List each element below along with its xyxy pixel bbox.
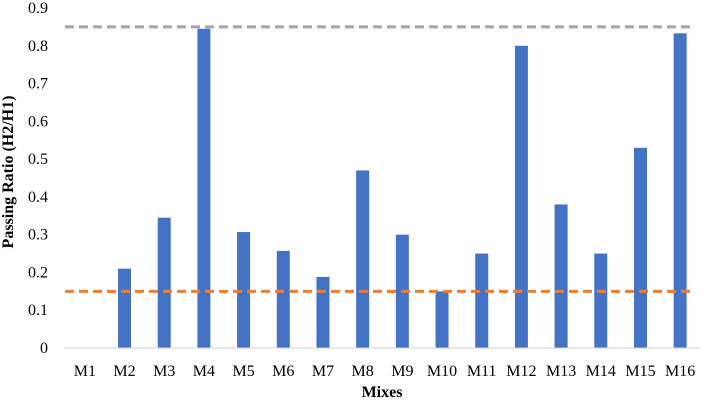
x-tick-label: M13 bbox=[546, 363, 576, 380]
y-axis-title: Passing Ratio (H2/H1) bbox=[0, 96, 17, 249]
bar-m7 bbox=[316, 276, 330, 348]
y-tick-label: 0.1 bbox=[28, 302, 48, 319]
x-tick-label: M11 bbox=[467, 363, 497, 380]
bar-m3 bbox=[157, 217, 171, 348]
bar-m10 bbox=[435, 291, 449, 348]
x-tick-label: M14 bbox=[586, 363, 616, 380]
y-tick-label: 0.5 bbox=[28, 151, 48, 168]
y-tick-label: 0 bbox=[40, 340, 48, 357]
y-tick-label: 0.7 bbox=[28, 76, 48, 93]
y-tick-label: 0.4 bbox=[28, 189, 48, 206]
bar-m5 bbox=[237, 232, 251, 348]
x-tick-label: M6 bbox=[272, 363, 294, 380]
bar-m15 bbox=[633, 147, 647, 348]
bar-m14 bbox=[594, 253, 608, 348]
x-tick-label: M5 bbox=[232, 363, 254, 380]
plot-area bbox=[65, 25, 700, 349]
bar-m6 bbox=[276, 250, 290, 348]
x-tick-label: M10 bbox=[427, 363, 457, 380]
x-axis-title: Mixes bbox=[362, 384, 403, 401]
x-tick-label: M3 bbox=[153, 363, 175, 380]
x-tick-label: M15 bbox=[625, 363, 655, 380]
bar-m4 bbox=[197, 28, 211, 349]
x-tick-label: M2 bbox=[113, 363, 135, 380]
bar-m12 bbox=[514, 45, 528, 348]
y-axis-ticks: 0 0.1 0.2 0.3 0.4 0.5 0.6 0.7 0.8 0.9 bbox=[28, 0, 48, 357]
bar-m2 bbox=[118, 268, 132, 348]
bar-m16 bbox=[673, 33, 687, 349]
x-tick-label: M9 bbox=[391, 363, 413, 380]
bar-m13 bbox=[554, 204, 568, 348]
bar-m8 bbox=[356, 170, 370, 348]
x-axis-ticks: M1 M2 M3 M4 M5 M6 M7 M8 M9 M10 M11 M12 M13 M14 M15 M16 bbox=[74, 363, 696, 380]
x-tick-label: M7 bbox=[312, 363, 334, 380]
y-tick-label: 0.8 bbox=[28, 38, 48, 55]
bar-m11 bbox=[475, 253, 489, 348]
x-tick-label: M4 bbox=[193, 363, 215, 380]
y-tick-label: 0.2 bbox=[28, 264, 48, 281]
y-tick-label: 0.3 bbox=[28, 227, 48, 244]
y-tick-label: 0.6 bbox=[28, 113, 48, 130]
x-tick-label: M12 bbox=[506, 363, 536, 380]
x-tick-label: M16 bbox=[665, 363, 695, 380]
y-tick-label: 0.9 bbox=[28, 0, 48, 17]
x-tick-label: M1 bbox=[74, 363, 96, 380]
x-tick-label: M8 bbox=[352, 363, 374, 380]
